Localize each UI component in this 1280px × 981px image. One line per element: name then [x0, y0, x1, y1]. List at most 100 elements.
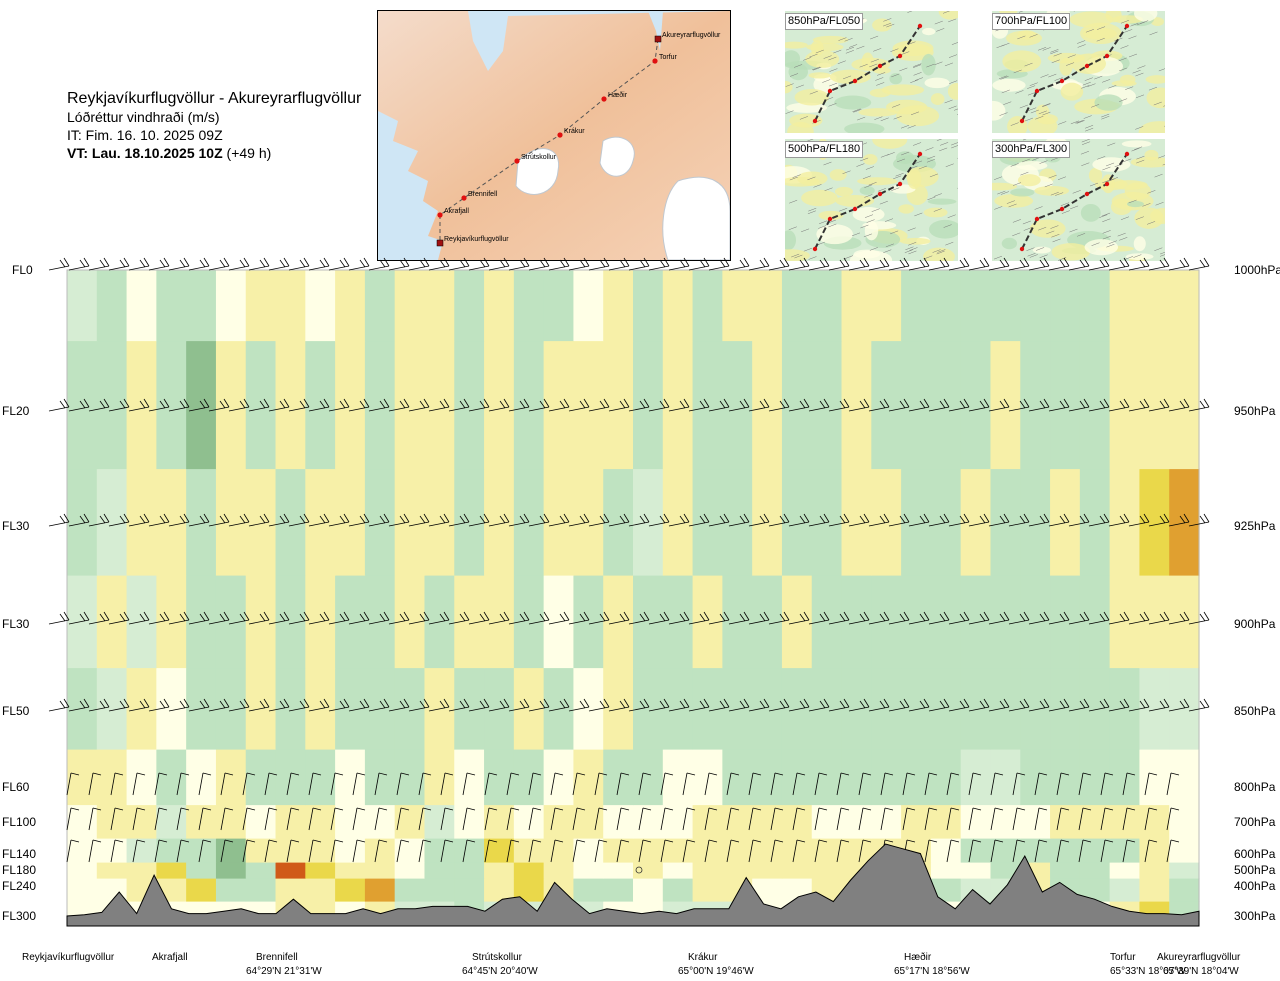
wind-barb: [440, 807, 454, 831]
waypoint-marker[interactable]: [652, 58, 658, 64]
mini-barb: [819, 220, 828, 225]
field-cell: [1020, 340, 1051, 470]
wind-barb: [108, 611, 130, 625]
wind-barb: [208, 398, 230, 412]
wind-barb: [1088, 611, 1110, 625]
mini-waypoint: [877, 63, 883, 69]
wind-barb: [550, 772, 564, 796]
mini-barb: [1133, 146, 1143, 150]
wind-patch: [930, 93, 945, 106]
airport-marker[interactable]: [436, 239, 444, 247]
mini-barb: [829, 68, 838, 72]
wind-barb: [608, 611, 630, 625]
wind-barb: [348, 611, 370, 625]
mini-barb: [948, 54, 958, 58]
wind-barb: [594, 807, 608, 831]
wind-patch: [1034, 185, 1070, 196]
field-cell: [990, 575, 1021, 669]
mini-barb: [912, 142, 922, 146]
field-cell: [1050, 270, 1081, 342]
wind-barb: [220, 807, 234, 831]
wind-barb: [308, 398, 330, 412]
waypoint-marker[interactable]: [461, 195, 467, 201]
mini-waypoint: [1034, 216, 1040, 222]
field-cell: [364, 804, 396, 839]
field-cell: [871, 468, 902, 576]
wind-barb: [568, 611, 590, 625]
waypoint-marker[interactable]: [557, 132, 563, 138]
mini-barb: [829, 82, 838, 87]
wind-patch: [923, 207, 948, 218]
field-cell: [901, 340, 932, 470]
wind-barb: [946, 772, 960, 796]
wind-barb: [396, 772, 410, 796]
mini-barb: [1128, 199, 1137, 204]
level-map-850[interactable]: 850hPa/FL050: [785, 11, 958, 133]
mini-barb: [932, 249, 941, 253]
field-cell: [156, 749, 187, 806]
level-map-300[interactable]: 300hPa/FL300: [992, 139, 1165, 261]
mini-barb: [1146, 221, 1156, 225]
field-cell: [96, 862, 128, 879]
wind-patch: [1002, 50, 1042, 73]
flight-level-label: FL100: [2, 815, 36, 829]
mini-barb: [933, 208, 942, 212]
wind-barb: [1012, 839, 1026, 863]
field-cell: [215, 340, 247, 470]
waypoint-marker[interactable]: [601, 96, 607, 102]
wind-barb: [108, 398, 130, 412]
mini-barb: [1096, 37, 1105, 42]
mini-barb: [828, 103, 837, 107]
wind-barb: [148, 398, 170, 412]
mini-barb: [1024, 62, 1033, 67]
level-map-500[interactable]: 500hPa/FL180: [785, 139, 958, 261]
location-name: Hæðir: [904, 952, 932, 963]
wind-barb: [168, 698, 190, 712]
mini-barb: [1042, 103, 1051, 107]
wind-barb: [572, 839, 586, 863]
mini-barb: [880, 154, 889, 158]
airport-marker[interactable]: [654, 35, 662, 43]
level-map-700[interactable]: 700hPa/FL100: [992, 11, 1165, 133]
wind-barb: [608, 257, 630, 271]
wind-barb: [248, 698, 270, 712]
mini-barb: [811, 66, 821, 71]
waypoint-marker[interactable]: [514, 158, 520, 164]
wind-barb: [548, 698, 570, 712]
wind-barb: [242, 807, 256, 831]
field-cell: [722, 804, 753, 839]
field-cell: [364, 862, 396, 879]
field-cell: [662, 749, 694, 806]
wind-barb: [1068, 398, 1090, 412]
field-cell: [990, 749, 1021, 806]
wind-barb: [48, 698, 70, 712]
wind-barb: [128, 611, 150, 625]
wind-barb: [48, 513, 70, 527]
mini-barb: [1163, 105, 1165, 107]
mini-barb: [1038, 110, 1047, 115]
mini-barb: [1087, 83, 1096, 87]
field-cell: [1139, 862, 1170, 879]
field-cell: [1169, 749, 1200, 806]
valid-time: VT: Lau. 18.10.2025 10Z (+49 h): [67, 144, 361, 162]
mini-barb: [1099, 214, 1108, 218]
calm-marker: [635, 866, 643, 874]
field-cell: [275, 468, 306, 576]
field-cell: [543, 804, 575, 839]
field-cell: [930, 340, 962, 470]
mini-barb: [1109, 177, 1119, 181]
field-cell: [245, 804, 277, 839]
waypoint-marker[interactable]: [437, 212, 443, 218]
field-cell: [901, 468, 932, 576]
field-cell: [930, 804, 962, 839]
field-cell: [841, 749, 872, 806]
field-cell: [1020, 468, 1051, 576]
wind-barb: [848, 611, 870, 625]
wind-barb: [528, 807, 542, 831]
wind-barb: [968, 513, 990, 527]
field-cell: [1079, 270, 1111, 342]
mini-barb: [808, 207, 817, 212]
wind-barb: [848, 398, 870, 412]
route-map[interactable]: Akureyrarflugvöllur Torfur Hæðir Krákur Strú…: [377, 10, 731, 261]
field-cell: [305, 901, 336, 917]
